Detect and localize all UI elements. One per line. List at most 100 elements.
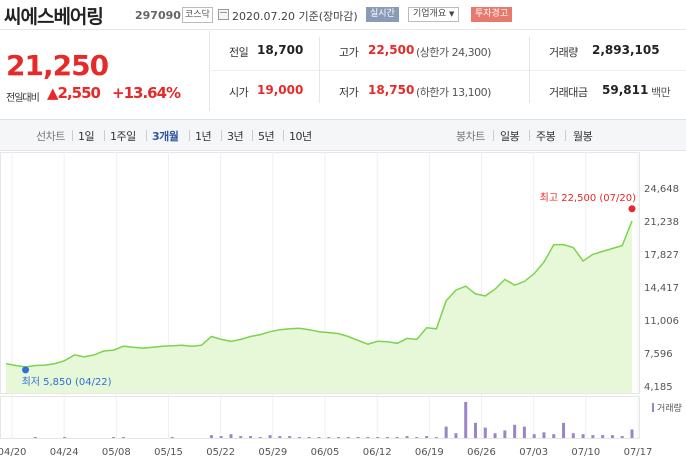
- volume-bar: [630, 429, 634, 438]
- calendar-icon: [218, 9, 229, 20]
- stock-name: 씨에스베어링: [4, 6, 104, 28]
- volume-bar: [395, 437, 399, 438]
- price-area-fill: [6, 220, 632, 393]
- basis-date: 2020.07.20 기준(장마감): [232, 10, 358, 23]
- tab-daily[interactable]: 일봉: [500, 130, 520, 143]
- chart-frame: [0, 152, 640, 394]
- volume-bar: [258, 437, 262, 438]
- y-tick-label: 21,238: [644, 217, 679, 228]
- price-stats: 전일 18,700 고가 22,500 (상한가 24,300) 거래량 2,8…: [211, 31, 686, 111]
- divider: [529, 37, 530, 103]
- volume-bar: [268, 435, 272, 438]
- volume-bar: [63, 437, 67, 438]
- volume-bar: [288, 436, 292, 438]
- min-label: 최저 5,850 (04/22): [22, 376, 112, 388]
- volume-bar: [610, 435, 614, 438]
- volume-bar: [415, 437, 419, 438]
- volume-bar: [542, 432, 546, 438]
- volume-bar: [366, 437, 370, 438]
- volume-bar: [444, 426, 448, 438]
- x-axis-labels: 04/20 04/24 05/08 05/15 05/22 05/29 06/05 06/12…: [0, 447, 652, 458]
- divider: [104, 130, 105, 141]
- x-tick-label: 05/15: [154, 447, 183, 458]
- volume-bar: [297, 437, 301, 438]
- change-label: 전일대비: [6, 93, 40, 104]
- volume-bar: [454, 433, 458, 438]
- divider: [529, 130, 530, 141]
- y-tick-label: 11,006: [644, 316, 679, 327]
- y-tick-label: 24,648: [644, 184, 679, 195]
- divider: [146, 130, 147, 141]
- tab-weekly[interactable]: 주봉: [536, 130, 556, 143]
- tab-3y[interactable]: 3년: [227, 130, 244, 143]
- current-price: 21,250: [6, 49, 109, 82]
- volume-bar: [483, 427, 487, 438]
- volume-bar: [522, 426, 526, 438]
- volume-bar: [33, 437, 37, 438]
- x-tick-label: 04/24: [50, 447, 79, 458]
- volume-bar: [562, 422, 566, 438]
- y-tick-label: 7,596: [644, 349, 673, 360]
- candle-chart-label: 봉차트: [456, 130, 485, 143]
- y-axis-labels: 24,648 21,238 17,827 14,417 11,006 7,596 4,185: [644, 184, 679, 393]
- x-tick-label: 07/10: [571, 447, 600, 458]
- market-badge: 코스닥: [182, 7, 213, 23]
- volume-bar: [307, 437, 311, 438]
- volume-bar: [620, 436, 624, 438]
- tab-monthly[interactable]: 월봉: [573, 130, 593, 143]
- y-tick-label: 14,417: [644, 283, 679, 294]
- divider: [252, 130, 253, 141]
- price-line: [5, 220, 633, 368]
- volume-bar: [425, 436, 429, 438]
- tab-3m[interactable]: 3개월: [152, 130, 179, 143]
- volume-legend-swatch: [652, 403, 654, 412]
- x-tick-label: 05/08: [102, 447, 131, 458]
- volume-bar: [434, 437, 438, 438]
- max-marker: [628, 205, 636, 213]
- volume-bar: [513, 424, 517, 438]
- stock-code: 297090: [135, 9, 181, 22]
- up-arrow-icon: ▲: [47, 84, 59, 102]
- volume-legend: 거래량: [657, 402, 682, 414]
- volume-bar: [474, 422, 477, 438]
- max-label: 최고 22,500 (07/20): [540, 192, 636, 204]
- price-summary: 21,250 전일대비 ▲2,550 +13.64%: [0, 31, 210, 111]
- realtime-button[interactable]: 실시간: [366, 7, 399, 22]
- volume-bar: [219, 436, 223, 438]
- volume-bar: [327, 437, 331, 438]
- volume-bar: [405, 436, 409, 438]
- x-tick-label: 06/05: [311, 447, 340, 458]
- volume-bar: [229, 434, 233, 438]
- x-tick-label: 06/26: [467, 447, 496, 458]
- divider: [72, 130, 73, 141]
- tab-1d[interactable]: 1일: [78, 130, 95, 143]
- volume-bar: [493, 433, 497, 438]
- price-chart: 24,648 21,238 17,827 14,417 11,006 7,596 4,185…: [0, 152, 682, 458]
- volume-bar: [532, 434, 536, 438]
- volume-bar: [209, 435, 213, 438]
- min-marker: [22, 366, 30, 374]
- tab-10y[interactable]: 10년: [289, 130, 312, 143]
- volume-bar: [464, 402, 468, 438]
- volume-bar: [249, 436, 253, 438]
- stock-header: 씨에스베어링 297090 코스닥 2020.07.20 기준(장마감) 실시간…: [0, 0, 686, 30]
- volume-bar: [239, 436, 243, 438]
- volume-bar: [346, 437, 350, 438]
- volume-bar: [591, 435, 595, 438]
- price-change-percent: +13.64%: [112, 84, 181, 102]
- dropdown-arrow-icon: ▼: [449, 10, 455, 18]
- volume-bar: [385, 437, 389, 438]
- volume-bar: [278, 436, 282, 438]
- volume-bar: [581, 434, 585, 438]
- tab-1w[interactable]: 1주일: [110, 130, 136, 143]
- x-tick-label: 04/20: [0, 447, 26, 458]
- company-info-button[interactable]: 기업개요 ▼: [408, 7, 460, 22]
- volume-bar: [356, 437, 360, 438]
- volume-bars: [33, 402, 634, 438]
- tab-5y[interactable]: 5년: [258, 130, 275, 143]
- period-tabs: 선차트 1일 1주일 3개월 1년 3년 5년 10년 봉차트 일봉 주봉 월봉: [0, 119, 686, 151]
- volume-bar: [601, 435, 605, 438]
- divider: [189, 130, 190, 141]
- tab-1y[interactable]: 1년: [195, 130, 212, 143]
- x-tick-label: 05/22: [206, 447, 235, 458]
